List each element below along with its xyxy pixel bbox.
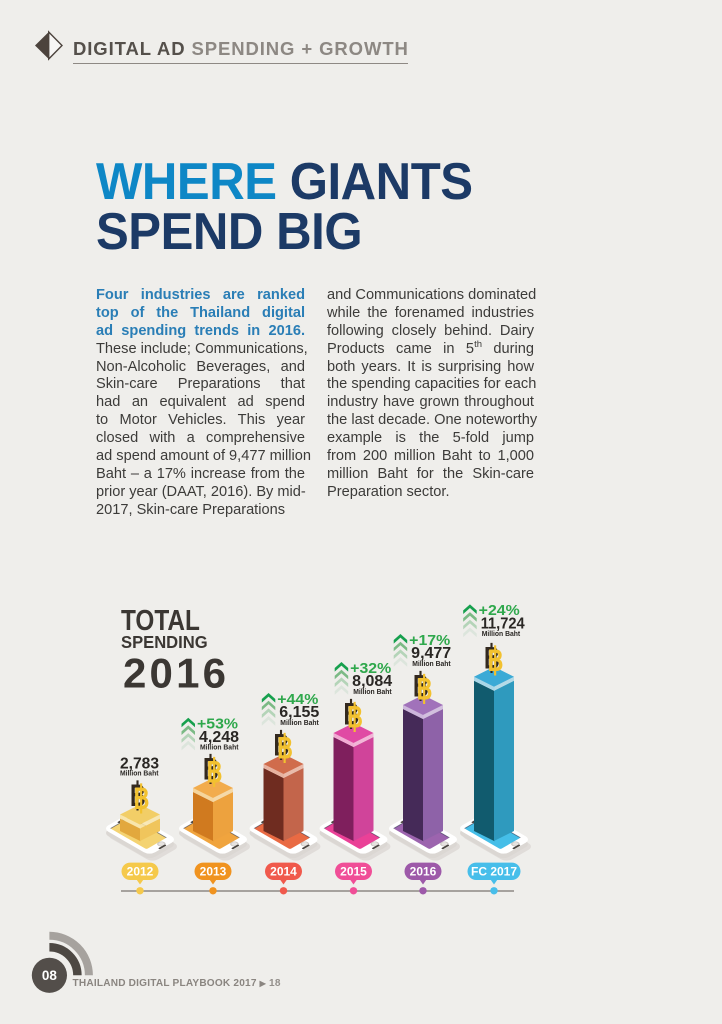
svg-text:2015: 2015	[340, 865, 367, 879]
svg-text:฿: ฿	[484, 640, 500, 675]
svg-text:6,155: 6,155	[279, 704, 319, 721]
svg-text:+24%: +24%	[479, 603, 520, 619]
svg-text:FC 2017: FC 2017	[471, 865, 517, 879]
svg-text:฿: ฿	[273, 728, 289, 763]
svg-text:Million Baht: Million Baht	[482, 631, 521, 638]
svg-text:+53%: +53%	[197, 717, 238, 733]
svg-text:Million Baht: Million Baht	[412, 661, 451, 668]
svg-text:฿: ฿	[487, 643, 503, 678]
svg-text:+32%: +32%	[350, 661, 391, 677]
svg-text:฿: ฿	[277, 730, 293, 765]
svg-text:Million Baht: Million Baht	[120, 771, 159, 778]
svg-text:฿: ฿	[133, 781, 149, 816]
svg-text:+17%: +17%	[409, 633, 450, 649]
svg-text:2,783: 2,783	[120, 756, 159, 773]
svg-text:2013: 2013	[200, 865, 227, 879]
svg-text:8,084: 8,084	[352, 673, 392, 690]
svg-text:+44%: +44%	[277, 692, 318, 708]
svg-text:4,248: 4,248	[199, 729, 239, 746]
svg-text:Million Baht: Million Baht	[280, 720, 319, 727]
svg-text:Million Baht: Million Baht	[200, 745, 239, 752]
svg-text:Million Baht: Million Baht	[353, 689, 392, 696]
svg-text:฿: ฿	[347, 699, 363, 734]
svg-text:฿: ฿	[413, 669, 429, 704]
svg-text:฿: ฿	[130, 778, 146, 813]
svg-text:฿: ฿	[416, 671, 432, 706]
svg-text:9,477: 9,477	[411, 645, 451, 662]
svg-text:฿: ฿	[203, 752, 219, 787]
svg-text:฿: ฿	[206, 754, 222, 789]
svg-text:TOTAL: TOTAL	[121, 604, 200, 636]
svg-text:SPENDING: SPENDING	[121, 633, 208, 652]
svg-text:2016: 2016	[410, 865, 437, 879]
svg-text:2012: 2012	[127, 865, 154, 879]
svg-text:2014: 2014	[270, 865, 297, 879]
svg-text:08: 08	[42, 968, 58, 983]
svg-text:฿: ฿	[343, 697, 359, 732]
svg-text:11,724: 11,724	[481, 616, 525, 633]
svg-text:2016: 2016	[123, 649, 229, 696]
